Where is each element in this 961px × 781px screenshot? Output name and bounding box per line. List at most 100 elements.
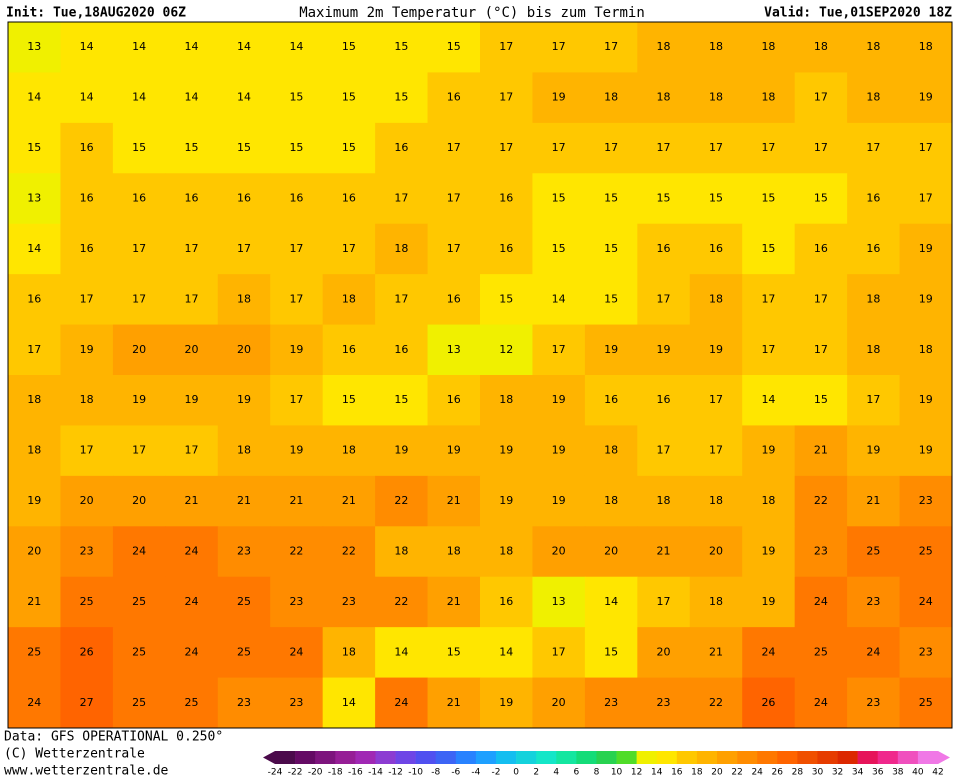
temperature-cell bbox=[742, 223, 796, 275]
copyright: (C) Wetterzentrale bbox=[4, 747, 145, 762]
temperature-cell bbox=[689, 526, 743, 578]
temperature-value: 17 bbox=[657, 444, 671, 457]
colorbar-label: -10 bbox=[408, 768, 423, 778]
temperature-cell bbox=[480, 72, 533, 124]
temperature-cell bbox=[8, 375, 61, 426]
temperature-cell bbox=[899, 677, 953, 729]
temperature-value: 19 bbox=[185, 393, 199, 406]
temperature-value: 18 bbox=[604, 444, 618, 457]
temperature-cell bbox=[165, 677, 219, 729]
temperature-value: 22 bbox=[289, 545, 303, 558]
temperature-cell bbox=[8, 122, 61, 174]
temperature-cell bbox=[742, 677, 796, 729]
temperature-value: 18 bbox=[919, 343, 933, 356]
temperature-value: 15 bbox=[342, 40, 356, 53]
temperature-cell bbox=[847, 677, 901, 729]
temperature-value: 18 bbox=[499, 545, 513, 558]
temperature-value: 17 bbox=[394, 192, 408, 205]
temperature-value: 17 bbox=[552, 645, 566, 658]
temperature-cell bbox=[532, 475, 586, 527]
temperature-value: 14 bbox=[27, 242, 41, 255]
temperature-cell bbox=[427, 223, 481, 275]
temperature-value: 18 bbox=[80, 393, 94, 406]
temperature-value: 16 bbox=[499, 595, 513, 608]
temperature-value: 22 bbox=[394, 595, 408, 608]
colorbar-swatch bbox=[315, 751, 336, 764]
temperature-value: 21 bbox=[447, 696, 461, 709]
temperature-cell bbox=[217, 375, 271, 426]
colorbar-label: 8 bbox=[594, 768, 600, 778]
temperature-value: 25 bbox=[919, 696, 933, 709]
temperature-value: 20 bbox=[709, 545, 723, 558]
temperature-cell bbox=[532, 72, 586, 124]
temperature-value: 24 bbox=[919, 595, 933, 608]
temperature-cell bbox=[112, 576, 166, 628]
temperature-value: 20 bbox=[552, 545, 566, 558]
colorbar-swatch bbox=[737, 751, 758, 764]
colorbar-swatch bbox=[455, 751, 477, 764]
temperature-cell bbox=[427, 576, 481, 628]
temperature-value: 16 bbox=[27, 292, 41, 305]
temperature-value: 15 bbox=[342, 393, 356, 406]
temperature-value: 19 bbox=[761, 444, 775, 457]
temperature-cell bbox=[480, 677, 533, 729]
temperature-value: 19 bbox=[552, 393, 566, 406]
temperature-value: 15 bbox=[604, 192, 618, 205]
temperature-value: 20 bbox=[657, 645, 671, 658]
temperature-value: 12 bbox=[499, 343, 513, 356]
temperature-cell bbox=[217, 324, 271, 376]
temperature-cell bbox=[794, 475, 848, 527]
temperature-cell bbox=[375, 677, 429, 729]
temperature-value: 18 bbox=[447, 545, 461, 558]
data-source: Data: GFS OPERATIONAL 0.250° bbox=[4, 730, 223, 745]
temperature-value: 17 bbox=[761, 141, 775, 154]
temperature-value: 15 bbox=[289, 91, 303, 104]
temperature-cell bbox=[427, 425, 481, 477]
temperature-value: 18 bbox=[866, 91, 880, 104]
temperature-cell bbox=[427, 677, 481, 729]
temperature-cell bbox=[689, 223, 743, 275]
temperature-value: 16 bbox=[342, 343, 356, 356]
temperature-cell bbox=[637, 475, 691, 527]
colorbar-swatch bbox=[335, 751, 356, 764]
colorbar-label: 4 bbox=[553, 768, 559, 778]
temperature-cell bbox=[637, 173, 691, 225]
temperature-cell bbox=[375, 526, 429, 578]
temperature-value: 18 bbox=[761, 494, 775, 507]
temperature-value: 15 bbox=[185, 141, 199, 154]
colorbar-arrow-high bbox=[938, 751, 950, 764]
temperature-cell bbox=[584, 274, 638, 326]
colorbar-swatch bbox=[355, 751, 376, 764]
map-title: Maximum 2m Temperatur (°C) bis zum Termi… bbox=[299, 5, 645, 21]
temperature-cell bbox=[8, 223, 61, 275]
temperature-cell bbox=[322, 72, 376, 124]
temperature-value: 17 bbox=[499, 141, 513, 154]
temperature-cell bbox=[532, 223, 586, 275]
temperature-value: 25 bbox=[814, 645, 828, 658]
temperature-value: 17 bbox=[132, 242, 146, 255]
temperature-value: 20 bbox=[132, 343, 146, 356]
temperature-value: 14 bbox=[80, 40, 94, 53]
temperature-cell bbox=[375, 425, 429, 477]
temperature-cell bbox=[60, 375, 114, 426]
temperature-value: 14 bbox=[185, 91, 199, 104]
temperature-value: 17 bbox=[814, 141, 828, 154]
temperature-cell bbox=[899, 22, 953, 73]
temperature-value: 14 bbox=[80, 91, 94, 104]
temperature-cell bbox=[532, 122, 586, 174]
temperature-value: 16 bbox=[447, 393, 461, 406]
temperature-value: 18 bbox=[709, 40, 723, 53]
temperature-cell bbox=[60, 526, 114, 578]
temperature-cell bbox=[8, 173, 61, 225]
temperature-cell bbox=[375, 324, 429, 376]
temperature-value: 23 bbox=[237, 545, 251, 558]
temperature-value: 18 bbox=[394, 545, 408, 558]
temperature-cell bbox=[112, 223, 166, 275]
temperature-cell bbox=[584, 72, 638, 124]
temperature-cell bbox=[322, 173, 376, 225]
temperature-cell bbox=[847, 274, 901, 326]
temperature-value: 27 bbox=[80, 696, 94, 709]
temperature-cell bbox=[217, 475, 271, 527]
temperature-value: 14 bbox=[237, 40, 251, 53]
temperature-value: 21 bbox=[657, 545, 671, 558]
